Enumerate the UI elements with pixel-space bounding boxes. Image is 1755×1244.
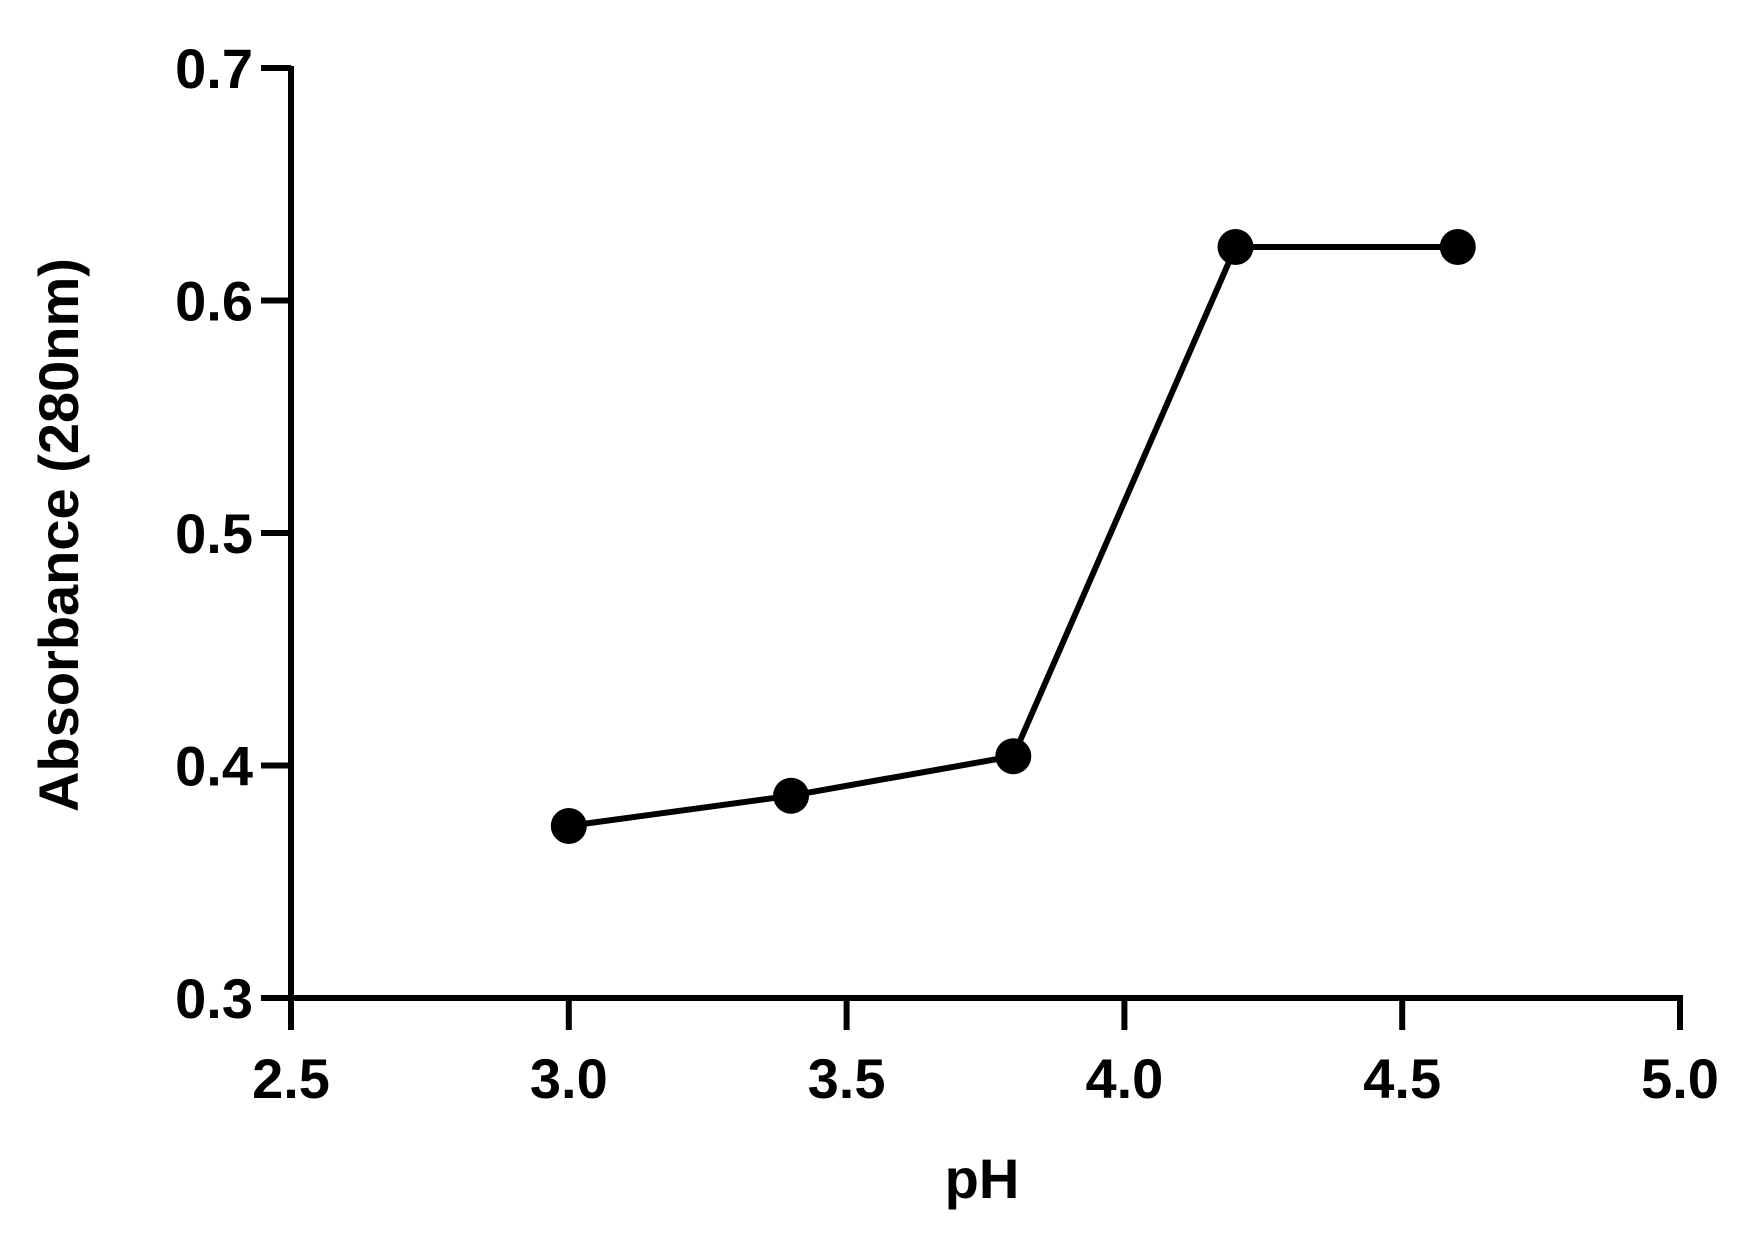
data-point [1439,229,1476,266]
y-tick-label: 0.6 [175,270,253,333]
data-point [550,807,587,844]
y-tick-label: 0.5 [175,502,253,565]
data-point [995,738,1032,775]
data-point [1217,229,1254,266]
y-tick-label: 0.4 [175,735,253,798]
series-layer [550,229,1476,844]
x-tick-label: 4.0 [1085,1047,1163,1110]
x-tick-label: 3.5 [808,1047,886,1110]
y-axis-title: Absorbance (280nm) [27,258,90,812]
data-point [773,777,810,814]
x-axis-title: pH [945,1147,1020,1210]
x-tick-label: 5.0 [1641,1047,1719,1110]
x-tick-label: 4.5 [1363,1047,1441,1110]
x-tick-label: 2.5 [252,1047,330,1110]
axes: 0.3 0.4 0.5 0.6 0.7 2.5 3.0 3.5 4.0 4.5 5.0 [175,37,1719,1110]
y-tick-label: 0.7 [175,37,253,100]
x-tick-label: 3.0 [530,1047,608,1110]
y-tick-label: 0.3 [175,967,253,1030]
